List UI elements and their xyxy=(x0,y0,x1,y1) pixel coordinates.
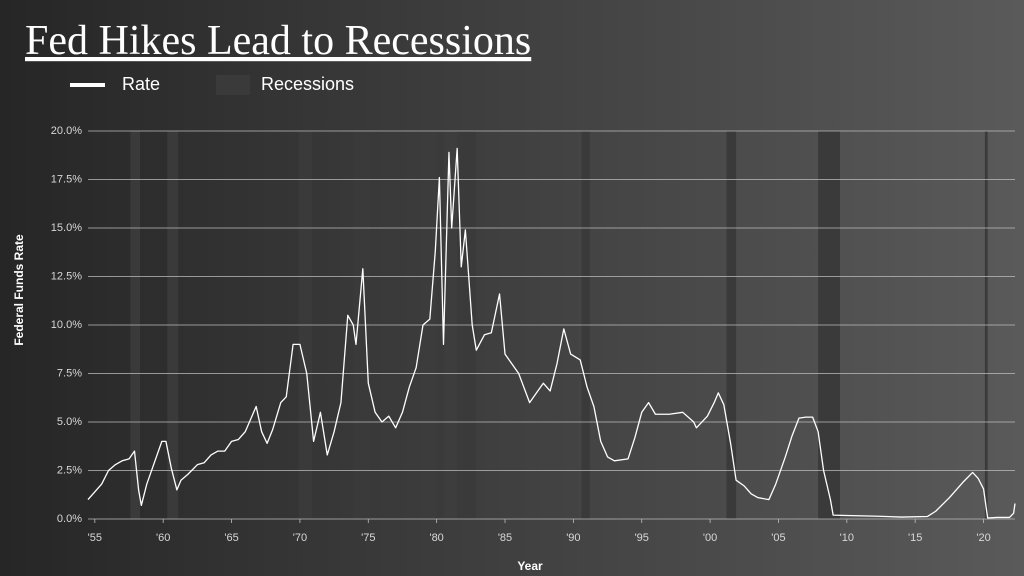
legend-label: Rate xyxy=(122,74,160,94)
x-tick-label: '95 xyxy=(635,532,649,544)
rate-line xyxy=(87,147,1016,519)
x-tick-label: '90 xyxy=(566,532,580,544)
y-tick-label: 20.0% xyxy=(51,125,82,137)
x-tick-label: '65 xyxy=(224,532,238,544)
x-tick-label: '10 xyxy=(840,532,854,544)
y-tick-label: 12.5% xyxy=(51,270,82,282)
plot-area: 0.0% 2.5% 5.0% 7.5% 10.0% 12.5% 15.0% 17.5% 20.0… xyxy=(51,125,1016,544)
x-tick-label: '80 xyxy=(429,532,443,544)
x-tick-label: '20 xyxy=(976,532,990,544)
y-tick-label: 15.0% xyxy=(51,222,82,234)
y-tick-label: 2.5% xyxy=(57,464,82,476)
legend-swatch-recessions xyxy=(216,75,250,95)
x-tick-label: '05 xyxy=(771,532,785,544)
y-tick-label: 0.0% xyxy=(57,513,82,525)
x-tick-label: '60 xyxy=(156,532,170,544)
x-tick-label: '70 xyxy=(293,532,307,544)
y-axis-label: Federal Funds Rate xyxy=(12,234,26,346)
y-tick-label: 17.5% xyxy=(51,173,82,185)
legend-label: Recessions xyxy=(261,74,354,94)
x-axis-label: Year xyxy=(517,559,543,573)
x-tick-label: '55 xyxy=(88,532,102,544)
chart-title: Fed Hikes Lead to Recessions xyxy=(25,18,531,64)
x-tick-label: '85 xyxy=(498,532,512,544)
y-tick-label: 5.0% xyxy=(57,416,82,428)
y-tick-label: 7.5% xyxy=(57,367,82,379)
y-tick-label: 10.0% xyxy=(51,319,82,331)
x-tick-label: '75 xyxy=(361,532,375,544)
x-tick-label: '15 xyxy=(908,532,922,544)
x-tick-label: '00 xyxy=(703,532,717,544)
